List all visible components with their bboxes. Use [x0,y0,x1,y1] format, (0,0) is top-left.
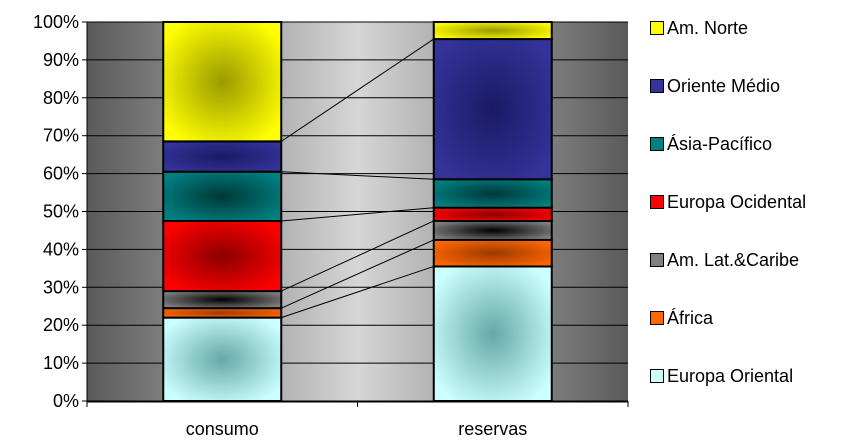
series-line-asia-pacifico [281,171,434,180]
series-line-africa [281,239,434,309]
y-tick-label: 60% [43,164,79,184]
y-tick-label: 90% [43,50,79,70]
y-tick-label: 40% [43,239,79,259]
bar-segment-reservas-europa-oriental [432,265,553,402]
legend-item-europa-ocidental: Europa Ocidental [650,190,806,214]
legend-swatch [650,79,664,93]
legend-swatch [650,311,664,325]
y-tick-label: 20% [43,315,79,335]
legend-label: Am. Lat.&Caribe [667,249,800,270]
legend-item-europa-oriental: Europa Oriental [650,364,793,388]
bar-segment-consumo-am-norte [162,21,283,143]
x-axis-labels: consumo reservas [86,401,629,439]
y-tick-label: 0% [53,391,79,411]
bar-segment-reservas-am-norte [432,21,553,41]
legend-label: Am. Norte [667,17,749,38]
x-category-label: reservas [458,419,527,439]
legend-item-africa: África [650,306,713,330]
bar-segment-reservas-oriente-medio [432,38,553,181]
legend-swatch [650,137,664,151]
y-tick-label: 100% [33,12,79,32]
legend-swatch [650,253,664,267]
series-line-am-lat-caribe [281,220,434,292]
y-tick-label: 10% [43,353,79,373]
y-tick-label: 70% [43,126,79,146]
legend-label: África [667,307,714,328]
y-axis-ticks: 0% 10% 20% 30% 40% 50% 60% 70% 80% 90% 100% [33,12,87,411]
bar-segment-consumo-asia-pacifico [162,170,283,222]
bar-segment-consumo-africa [162,307,283,319]
y-tick-label: 50% [43,202,79,222]
series-line-europa-oriental [281,265,434,319]
legend-swatch [650,21,664,35]
bar-segment-reservas-africa [432,238,553,268]
legend-swatch [650,195,664,209]
x-category-label: consumo [186,419,259,439]
legend-item-asia-pacifico: Ásia-Pacífico [650,132,772,156]
legend-label: Ásia-Pacífico [667,133,773,154]
bar-segment-consumo-am-lat-caribe [162,290,283,310]
bar-segment-reservas-europa-ocidental [432,206,553,222]
series-line-oriente-medio [280,38,435,142]
bars-layer [162,21,553,402]
bar-segment-reservas-asia-pacifico [432,178,553,209]
legend-item-am-lat-caribe: Am. Lat.&Caribe [650,248,799,272]
legend-item-am-norte: Am. Norte [650,16,748,40]
legend-label: Europa Ocidental [667,191,807,212]
bar-segment-consumo-europa-oriental [162,316,283,402]
legend-label: Europa Oriental [667,365,794,386]
bar-segment-reservas-am-lat-caribe [432,219,553,241]
y-tick-label: 30% [43,277,79,297]
legend-label: Oriente Médio [667,75,781,96]
bar-segment-consumo-oriente-medio [162,140,283,173]
series-lines [280,38,435,319]
bar-segment-consumo-europa-ocidental [162,219,283,293]
series-line-europa-ocidental [281,207,434,222]
y-tick-label: 80% [43,88,79,108]
legend-swatch [650,369,664,383]
legend-item-oriente-medio: Oriente Médio [650,74,780,98]
